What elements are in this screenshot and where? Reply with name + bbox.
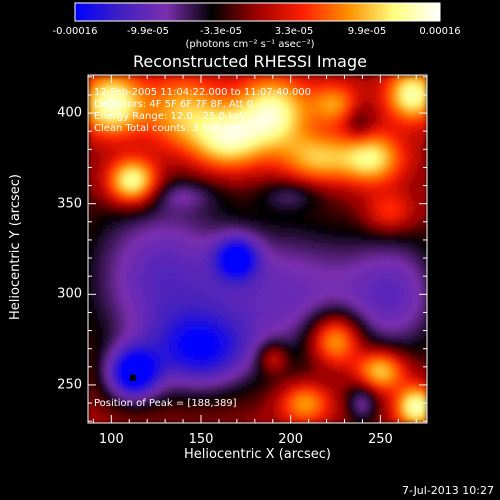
colorbar-units: (photons cm⁻² s⁻¹ asec⁻²) bbox=[185, 39, 315, 50]
colorbar bbox=[74, 2, 441, 22]
x-axis-label: Heliocentric X (arcsec) bbox=[184, 447, 331, 462]
colorbar-tick: 9.9e-05 bbox=[347, 26, 387, 37]
y-tick-label: 400 bbox=[57, 105, 82, 121]
colorbar-tick: 3.3e-05 bbox=[274, 26, 314, 37]
colorbar-gradient bbox=[74, 2, 441, 22]
y-tick-label: 250 bbox=[57, 377, 82, 393]
y-tick-label: 300 bbox=[57, 286, 82, 302]
detectors-label: Detectors: 4F 5F 6F 7F 8F, Att 0 bbox=[94, 99, 254, 110]
peak-position-label: Position of Peak = [188,389] bbox=[94, 398, 237, 409]
energy-range-label: Energy Range: 12.0 - 25.0 keV bbox=[94, 111, 247, 122]
colorbar-tick: 0.00016 bbox=[419, 26, 461, 37]
x-tick-label: 150 bbox=[188, 432, 214, 447]
footer-date: 7-Jul-2013 10:27 bbox=[401, 484, 494, 497]
colorbar-tick: -3.3e-05 bbox=[200, 26, 242, 37]
colorbar-tick: -0.00016 bbox=[52, 26, 98, 37]
chart-title: Reconstructed RHESSI Image bbox=[133, 52, 367, 71]
x-tick-label: 100 bbox=[98, 432, 124, 447]
x-tick-label: 200 bbox=[278, 432, 304, 447]
y-tick-label: 350 bbox=[57, 196, 82, 212]
y-axis-label: Heliocentric Y (arcsec) bbox=[8, 174, 23, 320]
peak-marker bbox=[129, 374, 136, 381]
axes bbox=[87, 74, 428, 424]
heatmap-image bbox=[88, 75, 427, 423]
colorbar-tick: -9.9e-05 bbox=[127, 26, 169, 37]
x-tick-label: 250 bbox=[367, 432, 393, 447]
clean-counts-label: Clean Total counts: 3.36E+03 bbox=[94, 123, 242, 134]
plot-frame bbox=[87, 74, 428, 424]
time-range-label: 12-Feb-2005 11:04:22.000 to 11:07:40.000 bbox=[94, 87, 312, 98]
